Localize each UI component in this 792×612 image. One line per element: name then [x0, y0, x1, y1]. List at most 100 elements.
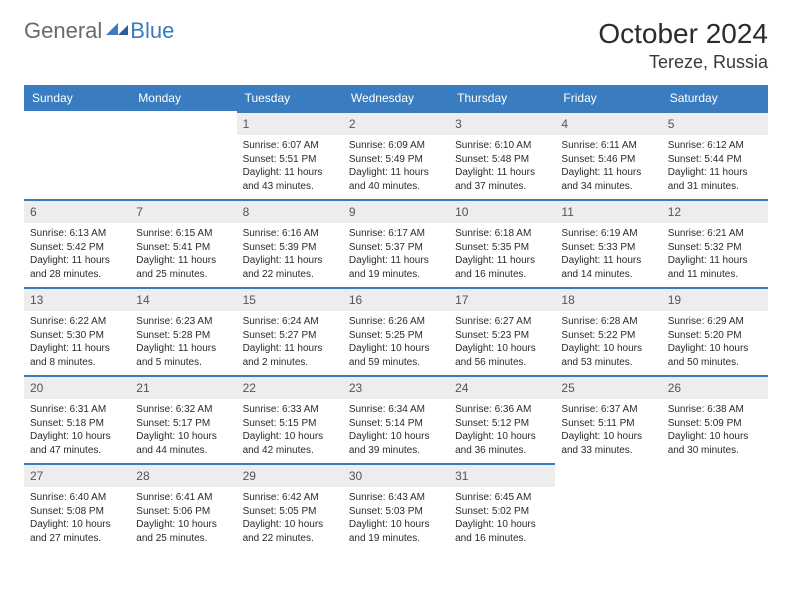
day-detail: Sunrise: 6:29 AMSunset: 5:20 PMDaylight:…: [662, 311, 768, 375]
day-detail: Sunrise: 6:15 AMSunset: 5:41 PMDaylight:…: [130, 223, 236, 287]
calendar-cell: 31Sunrise: 6:45 AMSunset: 5:02 PMDayligh…: [449, 463, 555, 551]
sunrise-text: Sunrise: 6:40 AM: [30, 491, 124, 505]
calendar-cell: 1Sunrise: 6:07 AMSunset: 5:51 PMDaylight…: [237, 111, 343, 199]
calendar-week: 27Sunrise: 6:40 AMSunset: 5:08 PMDayligh…: [24, 463, 768, 551]
sunrise-text: Sunrise: 6:17 AM: [349, 227, 443, 241]
daylight-text: Daylight: 10 hours and 50 minutes.: [668, 342, 762, 369]
sunset-text: Sunset: 5:44 PM: [668, 153, 762, 167]
calendar-cell: 29Sunrise: 6:42 AMSunset: 5:05 PMDayligh…: [237, 463, 343, 551]
sunrise-text: Sunrise: 6:31 AM: [30, 403, 124, 417]
day-header-tuesday: Tuesday: [237, 85, 343, 111]
sunset-text: Sunset: 5:37 PM: [349, 241, 443, 255]
day-header-saturday: Saturday: [662, 85, 768, 111]
sunset-text: Sunset: 5:12 PM: [455, 417, 549, 431]
day-number: 10: [449, 199, 555, 223]
calendar-body: 1Sunrise: 6:07 AMSunset: 5:51 PMDaylight…: [24, 111, 768, 551]
calendar-cell: [555, 463, 661, 551]
day-detail: Sunrise: 6:16 AMSunset: 5:39 PMDaylight:…: [237, 223, 343, 287]
sunrise-text: Sunrise: 6:27 AM: [455, 315, 549, 329]
calendar-cell: [662, 463, 768, 551]
day-number: 5: [662, 111, 768, 135]
daylight-text: Daylight: 11 hours and 14 minutes.: [561, 254, 655, 281]
daylight-text: Daylight: 11 hours and 5 minutes.: [136, 342, 230, 369]
day-detail: Sunrise: 6:36 AMSunset: 5:12 PMDaylight:…: [449, 399, 555, 463]
day-number: 29: [237, 463, 343, 487]
daylight-text: Daylight: 10 hours and 42 minutes.: [243, 430, 337, 457]
sunrise-text: Sunrise: 6:07 AM: [243, 139, 337, 153]
daylight-text: Daylight: 10 hours and 19 minutes.: [349, 518, 443, 545]
day-header-wednesday: Wednesday: [343, 85, 449, 111]
sunrise-text: Sunrise: 6:29 AM: [668, 315, 762, 329]
daylight-text: Daylight: 10 hours and 39 minutes.: [349, 430, 443, 457]
day-detail: Sunrise: 6:19 AMSunset: 5:33 PMDaylight:…: [555, 223, 661, 287]
calendar-cell: 24Sunrise: 6:36 AMSunset: 5:12 PMDayligh…: [449, 375, 555, 463]
sunset-text: Sunset: 5:09 PM: [668, 417, 762, 431]
day-header-thursday: Thursday: [449, 85, 555, 111]
daylight-text: Daylight: 11 hours and 11 minutes.: [668, 254, 762, 281]
day-number: 9: [343, 199, 449, 223]
day-number: 19: [662, 287, 768, 311]
calendar-cell: 12Sunrise: 6:21 AMSunset: 5:32 PMDayligh…: [662, 199, 768, 287]
day-number: 14: [130, 287, 236, 311]
sunset-text: Sunset: 5:35 PM: [455, 241, 549, 255]
daylight-text: Daylight: 10 hours and 53 minutes.: [561, 342, 655, 369]
daylight-text: Daylight: 10 hours and 44 minutes.: [136, 430, 230, 457]
logo-text-blue: Blue: [130, 18, 174, 44]
day-detail: Sunrise: 6:13 AMSunset: 5:42 PMDaylight:…: [24, 223, 130, 287]
sunrise-text: Sunrise: 6:28 AM: [561, 315, 655, 329]
calendar-cell: 17Sunrise: 6:27 AMSunset: 5:23 PMDayligh…: [449, 287, 555, 375]
calendar-cell: 25Sunrise: 6:37 AMSunset: 5:11 PMDayligh…: [555, 375, 661, 463]
sunset-text: Sunset: 5:23 PM: [455, 329, 549, 343]
daylight-text: Daylight: 10 hours and 30 minutes.: [668, 430, 762, 457]
day-number: 12: [662, 199, 768, 223]
sunrise-text: Sunrise: 6:19 AM: [561, 227, 655, 241]
sunrise-text: Sunrise: 6:36 AM: [455, 403, 549, 417]
daylight-text: Daylight: 10 hours and 33 minutes.: [561, 430, 655, 457]
day-detail: Sunrise: 6:11 AMSunset: 5:46 PMDaylight:…: [555, 135, 661, 199]
daylight-text: Daylight: 11 hours and 31 minutes.: [668, 166, 762, 193]
day-number: 13: [24, 287, 130, 311]
day-number: 31: [449, 463, 555, 487]
daylight-text: Daylight: 10 hours and 36 minutes.: [455, 430, 549, 457]
calendar-cell: 18Sunrise: 6:28 AMSunset: 5:22 PMDayligh…: [555, 287, 661, 375]
calendar-week: 6Sunrise: 6:13 AMSunset: 5:42 PMDaylight…: [24, 199, 768, 287]
day-number: 18: [555, 287, 661, 311]
day-header-monday: Monday: [130, 85, 236, 111]
day-detail: Sunrise: 6:10 AMSunset: 5:48 PMDaylight:…: [449, 135, 555, 199]
sunset-text: Sunset: 5:42 PM: [30, 241, 124, 255]
title-block: October 2024 Tereze, Russia: [598, 18, 768, 73]
calendar-cell: 19Sunrise: 6:29 AMSunset: 5:20 PMDayligh…: [662, 287, 768, 375]
day-detail: Sunrise: 6:32 AMSunset: 5:17 PMDaylight:…: [130, 399, 236, 463]
calendar-cell: 9Sunrise: 6:17 AMSunset: 5:37 PMDaylight…: [343, 199, 449, 287]
calendar-cell: 5Sunrise: 6:12 AMSunset: 5:44 PMDaylight…: [662, 111, 768, 199]
day-detail: Sunrise: 6:41 AMSunset: 5:06 PMDaylight:…: [130, 487, 236, 551]
calendar-cell: 27Sunrise: 6:40 AMSunset: 5:08 PMDayligh…: [24, 463, 130, 551]
page-title: October 2024: [598, 18, 768, 50]
calendar-cell: 7Sunrise: 6:15 AMSunset: 5:41 PMDaylight…: [130, 199, 236, 287]
day-detail: Sunrise: 6:31 AMSunset: 5:18 PMDaylight:…: [24, 399, 130, 463]
calendar-cell: [130, 111, 236, 199]
calendar-cell: 15Sunrise: 6:24 AMSunset: 5:27 PMDayligh…: [237, 287, 343, 375]
day-detail: Sunrise: 6:33 AMSunset: 5:15 PMDaylight:…: [237, 399, 343, 463]
day-header-sunday: Sunday: [24, 85, 130, 111]
day-detail: Sunrise: 6:07 AMSunset: 5:51 PMDaylight:…: [237, 135, 343, 199]
calendar-cell: 11Sunrise: 6:19 AMSunset: 5:33 PMDayligh…: [555, 199, 661, 287]
day-detail: Sunrise: 6:34 AMSunset: 5:14 PMDaylight:…: [343, 399, 449, 463]
day-header-row: SundayMondayTuesdayWednesdayThursdayFrid…: [24, 85, 768, 111]
sunset-text: Sunset: 5:41 PM: [136, 241, 230, 255]
sunset-text: Sunset: 5:22 PM: [561, 329, 655, 343]
sunset-text: Sunset: 5:03 PM: [349, 505, 443, 519]
sunset-text: Sunset: 5:06 PM: [136, 505, 230, 519]
day-number: 25: [555, 375, 661, 399]
sunset-text: Sunset: 5:14 PM: [349, 417, 443, 431]
sunrise-text: Sunrise: 6:41 AM: [136, 491, 230, 505]
sunrise-text: Sunrise: 6:15 AM: [136, 227, 230, 241]
sunset-text: Sunset: 5:27 PM: [243, 329, 337, 343]
sunrise-text: Sunrise: 6:45 AM: [455, 491, 549, 505]
sunrise-text: Sunrise: 6:32 AM: [136, 403, 230, 417]
day-detail: Sunrise: 6:28 AMSunset: 5:22 PMDaylight:…: [555, 311, 661, 375]
calendar-week: 13Sunrise: 6:22 AMSunset: 5:30 PMDayligh…: [24, 287, 768, 375]
sunrise-text: Sunrise: 6:43 AM: [349, 491, 443, 505]
logo: General Blue: [24, 18, 174, 44]
day-detail: Sunrise: 6:37 AMSunset: 5:11 PMDaylight:…: [555, 399, 661, 463]
